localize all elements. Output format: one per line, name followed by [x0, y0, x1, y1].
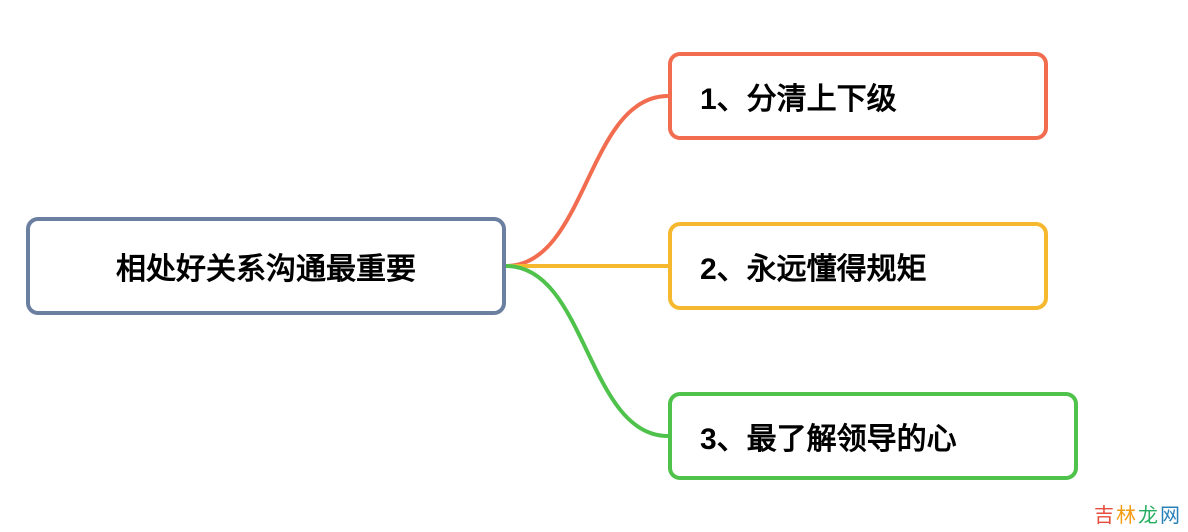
watermark-char-1: 吉: [1094, 505, 1116, 527]
watermark-char-4: 网: [1160, 505, 1182, 527]
child-node-2: 2、永远懂得规矩: [668, 222, 1048, 310]
child-label-2: 2、永远懂得规矩: [700, 244, 927, 288]
child-node-3: 3、最了解领导的心: [668, 392, 1078, 480]
child-label-3: 3、最了解领导的心: [700, 414, 957, 458]
root-label: 相处好关系沟通最重要: [116, 244, 416, 288]
child-node-1: 1、分清上下级: [668, 52, 1048, 140]
watermark: 吉林龙网: [1094, 499, 1182, 528]
watermark-char-2: 林: [1116, 505, 1138, 527]
connector-1: [506, 96, 668, 266]
child-label-1: 1、分清上下级: [700, 74, 897, 118]
watermark-char-3: 龙: [1138, 505, 1160, 527]
connector-3: [506, 266, 668, 436]
root-node: 相处好关系沟通最重要: [26, 217, 506, 315]
